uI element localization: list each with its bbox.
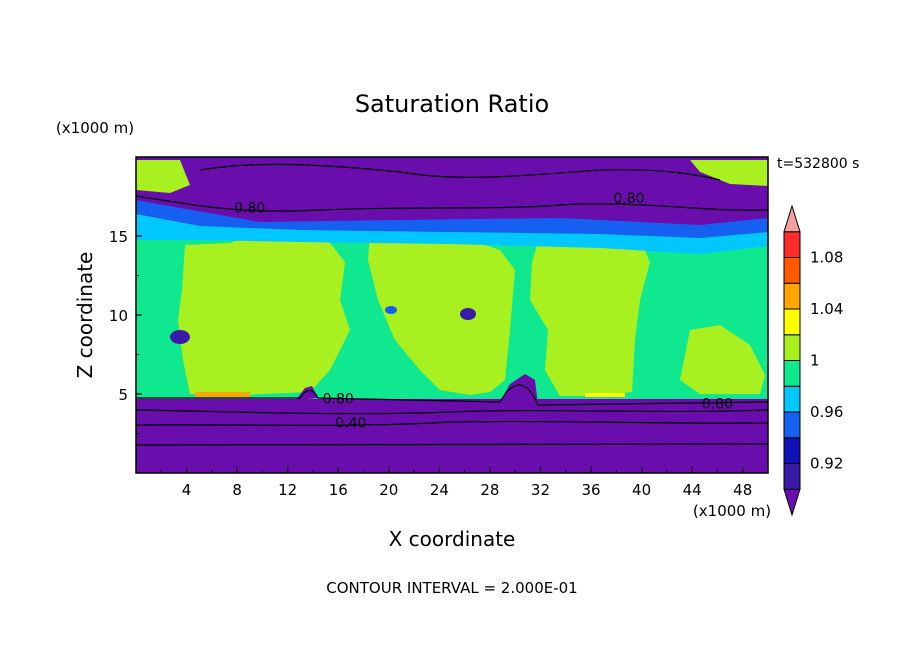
contour-line-surface: [136, 384, 768, 406]
supersat-spot-right: [585, 393, 625, 397]
contour-features: 0.80 0.80 0.80 0.80 0.40: [136, 160, 768, 446]
colorbar-bin: [783, 360, 801, 387]
colorbar-bin: [783, 411, 801, 439]
time-label: t=532800 s: [777, 156, 859, 172]
contour-label: 0.80: [323, 392, 354, 408]
supersat-region-left: [178, 232, 350, 395]
contour-interval-footer: CONTOUR INTERVAL = 2.000E-01: [326, 579, 577, 597]
x-tick-label: 20: [379, 481, 398, 499]
x-tick-label: 24: [430, 481, 449, 499]
x-tick-label: 8: [232, 481, 242, 499]
x-tick-label: 28: [480, 481, 499, 499]
x-axis-label: X coordinate: [389, 527, 516, 551]
mountain-bump-right: [500, 374, 538, 405]
region-band-0: [136, 398, 768, 473]
colorbar-label: 0.92: [810, 455, 843, 473]
colorbar-label: 1: [810, 352, 820, 370]
colorbar: 1.08 1.04 1 0.96 0.92: [783, 204, 843, 517]
dry-pocket-3: [385, 306, 397, 314]
x-tick-label: 40: [632, 481, 651, 499]
x-tick-label: 36: [581, 481, 600, 499]
colorbar-bin: [783, 231, 801, 258]
x-tick-label: 4: [182, 481, 192, 499]
colorbar-bin: [783, 437, 801, 464]
contour-line-080-lower: [136, 409, 768, 415]
colorbar-bin: [783, 488, 801, 517]
colorbar-bin: [783, 282, 801, 310]
y-tick-label: 5: [118, 386, 128, 404]
supersat-region-far-right: [680, 325, 765, 394]
x-tick-label: 44: [683, 481, 702, 499]
y-tick-label: 15: [109, 228, 128, 246]
x-tick-label: 48: [733, 481, 752, 499]
colorbar-bin: [783, 257, 801, 284]
region-band-3: [136, 157, 768, 227]
colorbar-bin: [783, 334, 801, 361]
chart-title: Saturation Ratio: [355, 90, 549, 118]
supersat-region-center: [368, 232, 515, 395]
contour-label: 0.80: [702, 396, 733, 412]
contour-label: 0.80: [613, 191, 644, 207]
contour-line-upper-pocket: [199, 163, 721, 181]
colorbar-label: 0.96: [810, 403, 843, 421]
colorbar-label: 1.04: [810, 300, 843, 318]
contour-label: 0.40: [335, 415, 366, 431]
y-tick-label: 10: [109, 307, 128, 325]
x-tick-label: 12: [278, 481, 297, 499]
cyan-band: [136, 214, 768, 254]
colorbar-bin: [783, 463, 801, 490]
contour-plot-area: 0.800.800.80 0.800.40 4 8 12 16 20 24 28 32 36 40 4…: [109, 156, 769, 499]
supersat-region-topright: [690, 160, 768, 186]
x-tick-label: 32: [531, 481, 550, 499]
colorbar-bin: [783, 308, 801, 336]
contour-line-080-upper: [136, 195, 768, 212]
contour-line-bottom: [136, 443, 768, 446]
y-axis-label: Z coordinate: [73, 252, 97, 379]
dry-pocket-2: [460, 308, 476, 320]
dry-pocket-1: [170, 330, 190, 344]
colorbar-bin: [783, 385, 801, 413]
supersat-region-right: [530, 234, 650, 396]
colorbar-label: 1.08: [810, 249, 843, 267]
contour-line-040: [136, 420, 768, 426]
x-unit-label: (x1000 m): [693, 502, 771, 520]
x-tick-label: 16: [329, 481, 348, 499]
colorbar-bin: [783, 204, 801, 233]
contour-label: 0.80: [234, 201, 265, 217]
supersat-spot-left: [195, 392, 250, 397]
supersat-region-topleft: [136, 160, 190, 193]
y-unit-label: (x1000 m): [56, 119, 134, 137]
